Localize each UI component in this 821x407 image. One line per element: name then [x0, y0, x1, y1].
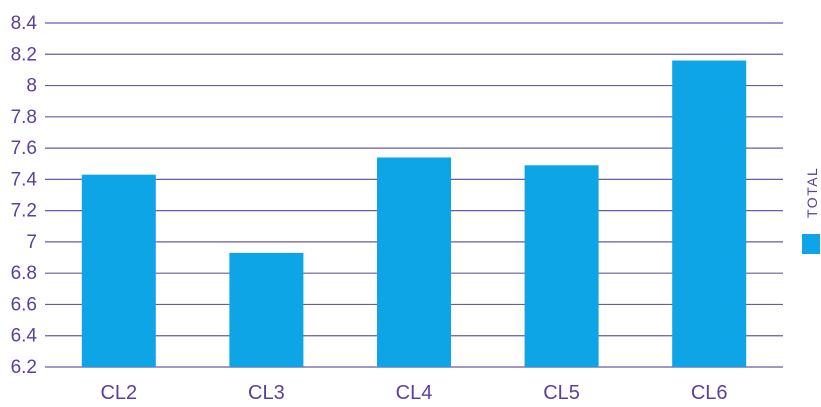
y-tick-label: 8.2: [11, 44, 37, 65]
y-tick-label: 8: [26, 76, 37, 97]
bar-cl5: [524, 165, 599, 367]
y-tick-label: 7: [26, 232, 37, 253]
y-tick-label: 6.6: [11, 294, 37, 315]
bar-cl3: [229, 252, 304, 367]
legend-label: TOTAL: [804, 167, 820, 218]
y-tick-label: 8.4: [11, 13, 38, 34]
x-tick-label: CL3: [248, 382, 285, 404]
bar-cl4: [377, 157, 451, 367]
y-axis-ticks: 6.2 6.4 6.6 6.8 7 7.2 7.4 7.6 7.8 8 8.2 8.4: [11, 13, 38, 378]
y-tick-label: 7.6: [11, 138, 37, 159]
y-tick-label: 6.2: [11, 357, 37, 378]
y-tick-label: 6.4: [11, 326, 38, 347]
x-tick-label: CL5: [543, 382, 580, 404]
x-tick-label: CL4: [396, 382, 433, 404]
bar-cl6: [672, 60, 747, 367]
x-axis-labels: CL2 CL3 CL4 CL5 CL6: [100, 382, 727, 404]
y-tick-label: 7.8: [11, 107, 37, 128]
bar-cl2: [81, 174, 156, 367]
y-tick-label: 7.4: [11, 169, 38, 190]
x-tick-label: CL2: [100, 382, 137, 404]
x-tick-label: CL6: [691, 382, 728, 404]
bars: [81, 60, 747, 367]
legend: TOTAL: [802, 167, 820, 254]
y-tick-label: 7.2: [11, 201, 37, 222]
y-tick-label: 6.8: [11, 263, 37, 284]
legend-swatch: [802, 234, 820, 254]
